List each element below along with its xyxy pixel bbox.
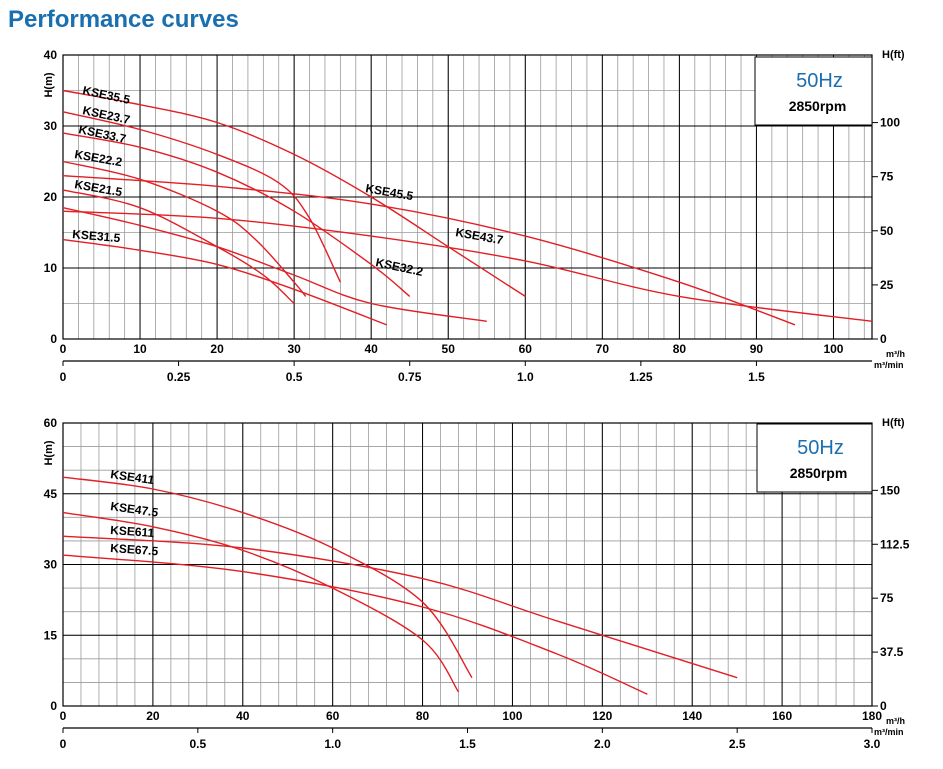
page-title: Performance curves: [8, 6, 239, 33]
chart1-curve-label-kse45-5: KSE45.5: [364, 181, 414, 203]
chart1-xtick-label: 40: [365, 342, 379, 356]
chart2-y2tick-label: 112.5: [880, 537, 910, 551]
chart1-xtick-label: 90: [750, 342, 764, 356]
chart1-y2tick-label: 25: [880, 278, 894, 292]
chart1-xtick-label: 80: [673, 342, 687, 356]
chart2-xtick-label: 140: [682, 709, 702, 723]
chart1-speed-label: 2850rpm: [789, 98, 847, 114]
chart2-curve-label-kse47-5: KSE47.5: [110, 499, 160, 520]
chart2-ytick-label: 0: [50, 699, 57, 713]
chart2-x2tick-label: 2.5: [729, 737, 746, 751]
chart1-xtick-label: 30: [287, 342, 301, 356]
chart1-xtick-label: 0: [60, 342, 67, 356]
chart1-curve-label-kse31-5: KSE31.5: [72, 227, 121, 245]
chart1-xtick-label: 100: [823, 342, 843, 356]
chart1-xtick-label: 10: [133, 342, 147, 356]
chart2-xtick-label: 160: [772, 709, 792, 723]
chart1-curve-kse21-5: [62, 189, 295, 305]
chart1-x2tick-label: 1.5: [748, 370, 765, 384]
chart2-curve-kse47-5: [62, 511, 460, 693]
chart1-curve-kse35-5: [62, 89, 526, 297]
chart2-xunit-bottom: m³/min: [874, 727, 904, 737]
chart2-xunit-top: m³/h: [886, 716, 905, 726]
chart1-y2tick-label: 100: [880, 116, 900, 130]
chart2-xtick-label: 100: [502, 709, 522, 723]
chart1-xtick-label: 60: [519, 342, 533, 356]
chart2-y2tick-label: 150: [880, 483, 900, 497]
chart1-plot-frame: [62, 54, 873, 340]
chart2-ylabel: H(m): [43, 440, 55, 465]
chart1-x2tick-label: 0: [60, 370, 67, 384]
chart1-curve-kse43-7: [62, 210, 873, 322]
chart1-xtick-label: 50: [442, 342, 456, 356]
chart1-x2tick-label: 0.75: [398, 370, 422, 384]
chart2-xtick-label: 0: [60, 709, 67, 723]
chart2-y2tick-label: 0: [880, 699, 887, 713]
chart2-curve-kse611: [62, 535, 738, 679]
chart1-ytick-label: 20: [44, 190, 58, 204]
chart2-x2tick-label: 2.0: [594, 737, 611, 751]
chart1-curve-kse33-7: [62, 132, 411, 297]
chart1-x2tick-label: 1.0: [517, 370, 534, 384]
chart2-xtick-label: 180: [862, 709, 882, 723]
chart2-x2tick-label: 3.0: [864, 737, 881, 751]
chart1-y2tick-label: 50: [880, 224, 894, 238]
chart2-ytick-label: 30: [44, 558, 58, 572]
chart2-curve-label-kse611: KSE611: [110, 523, 155, 540]
chart1-y2tick-label: 75: [880, 170, 894, 184]
chart2-curve-kse67-5: [62, 554, 648, 695]
chart1-x2tick-label: 0.25: [167, 370, 191, 384]
chart1-x2tick-label: 0.5: [286, 370, 303, 384]
chart2-y2tick-label: 37.5: [880, 645, 904, 659]
chart2-ylabel-right: H(ft): [882, 417, 905, 429]
chart2-info-box: [756, 423, 873, 493]
chart2-x2tick-label: 0: [60, 737, 67, 751]
chart2-y2tick-label: 75: [880, 591, 894, 605]
chart1-curve-kse45-5: [62, 175, 796, 326]
chart1-xtick-label: 70: [596, 342, 610, 356]
chart1-x2tick-label: 1.25: [629, 370, 653, 384]
chart1-info-box: [754, 56, 873, 126]
chart2-ytick-label: 15: [44, 628, 58, 642]
chart1-y2tick-label: 0: [880, 332, 887, 346]
chart2-xtick-label: 20: [146, 709, 160, 723]
chart1-curve-label-kse21-5: KSE21.5: [73, 177, 123, 199]
chart1-ytick-label: 10: [44, 261, 58, 275]
chart1-frequency-label: 50Hz: [796, 70, 843, 92]
chart2-x2tick-label: 1.5: [459, 737, 476, 751]
chart2-xtick-label: 40: [236, 709, 250, 723]
chart1-ylabel-right: H(ft): [882, 49, 905, 61]
chart2-xtick-label: 120: [592, 709, 612, 723]
chart2-ytick-label: 45: [44, 487, 58, 501]
chart1-curve-label-kse22-2: KSE22.2: [73, 147, 123, 169]
chart1-ytick-label: 30: [44, 119, 58, 133]
chart1-ytick-label: 0: [50, 332, 57, 346]
chart2-curve-label-kse67-5: KSE67.5: [110, 541, 159, 558]
chart2-curve-label-kse411: KSE411: [110, 467, 156, 487]
chart2-ytick-label: 60: [44, 416, 58, 430]
chart1-xunit-top: m³/h: [886, 349, 905, 359]
chart2-xtick-label: 80: [416, 709, 430, 723]
chart2-plot-frame: [62, 422, 873, 707]
chart1-curve-kse31-5: [62, 238, 387, 326]
chart2-xtick-label: 60: [326, 709, 340, 723]
chart1-xunit-bottom: m³/min: [874, 360, 904, 370]
chart1-ytick-label: 40: [44, 48, 58, 62]
chart1-xtick-label: 20: [210, 342, 224, 356]
chart1-ylabel: H(m): [43, 72, 55, 97]
chart2-x2tick-label: 1.0: [324, 737, 341, 751]
chart1-curve-kse32-2: [62, 207, 487, 322]
chart2-frequency-label: 50Hz: [797, 437, 844, 459]
chart2-speed-label: 2850rpm: [790, 465, 848, 481]
chart2-x2tick-label: 0.5: [189, 737, 206, 751]
